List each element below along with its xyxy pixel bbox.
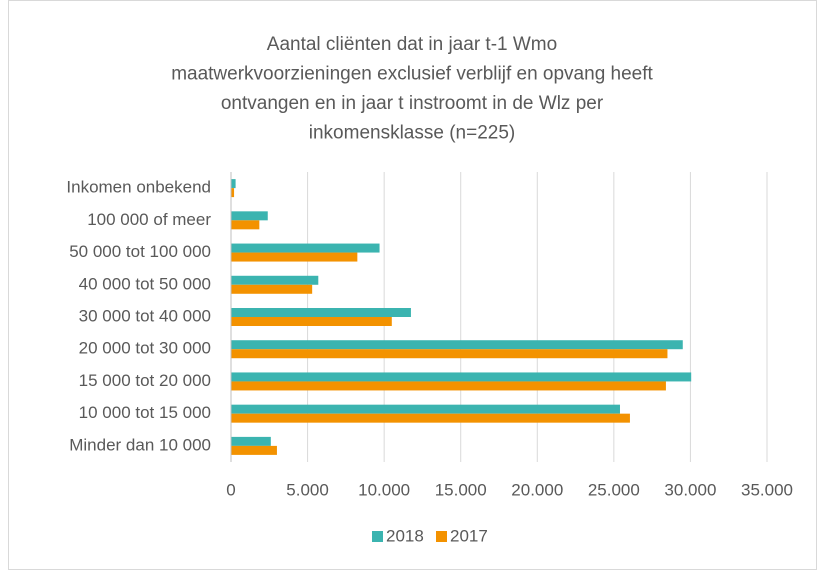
bar: [231, 179, 236, 189]
bar: [231, 308, 411, 317]
chart-title: inkomensklasse (n=225): [309, 123, 515, 144]
chart-border: [8, 0, 817, 570]
bar: [231, 349, 668, 359]
y-tick-label: 100 000 of meer: [87, 210, 211, 229]
y-tick-label: 40 000 tot 50 000: [79, 274, 211, 293]
bar: [231, 252, 358, 262]
y-tick-label: Minder dan 10 000: [69, 435, 211, 454]
chart-title: maatwerkvoorzieningen exclusief verblijf…: [171, 64, 653, 85]
y-tick-label: 50 000 tot 100 000: [69, 242, 211, 261]
legend-swatch: [372, 531, 383, 542]
bar: [231, 284, 313, 294]
bar: [231, 317, 392, 326]
x-tick-label: 5.000: [286, 480, 329, 499]
legend-swatch: [436, 531, 447, 542]
bar: [231, 243, 380, 253]
x-tick-label: 20.000: [511, 480, 563, 499]
x-tick-label: 35.000: [741, 480, 793, 499]
bar: [231, 436, 271, 446]
y-tick-label: 15 000 tot 20 000: [79, 371, 211, 390]
legend-label: 2017: [450, 526, 488, 545]
bar: [231, 372, 692, 382]
x-tick-label: 10.000: [358, 480, 410, 499]
x-tick-label: 30.000: [664, 480, 716, 499]
chart-title: ontvangen en in jaar t instroomt in de W…: [221, 93, 604, 114]
legend-label: 2018: [386, 526, 424, 545]
bar: [231, 275, 319, 285]
bar: [231, 445, 277, 455]
bar: [231, 188, 235, 198]
y-tick-label: 10 000 tot 15 000: [79, 403, 211, 422]
bar: [231, 381, 666, 391]
bar: [231, 220, 260, 230]
chart-title: Aantal cliënten dat in jaar t-1 Wmo: [267, 34, 557, 55]
y-tick-label: 20 000 tot 30 000: [79, 339, 211, 358]
bar: [231, 413, 630, 423]
x-tick-label: 0: [226, 480, 235, 499]
x-tick-label: 15.000: [435, 480, 487, 499]
y-tick-label: Inkomen onbekend: [66, 178, 211, 197]
bar: [231, 211, 268, 221]
bar: [231, 404, 620, 414]
bar: [231, 340, 683, 350]
x-tick-label: 25.000: [588, 480, 640, 499]
y-tick-label: 30 000 tot 40 000: [79, 306, 211, 325]
